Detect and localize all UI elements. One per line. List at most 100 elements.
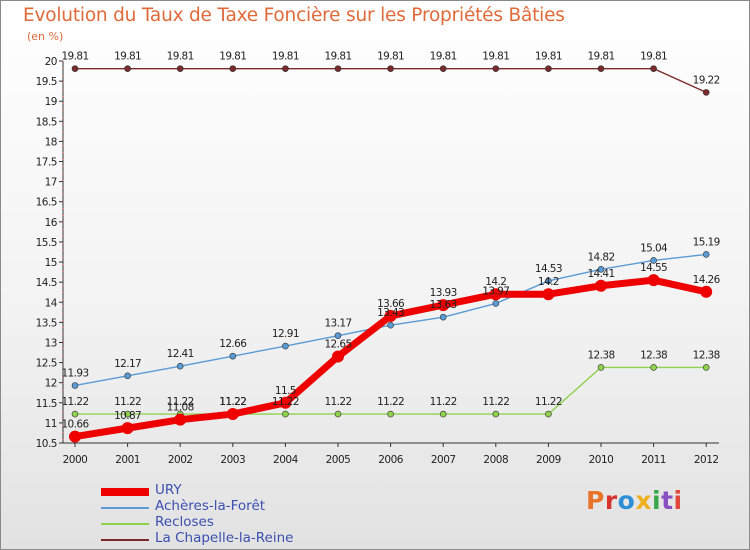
x-tick-label: 2005 [326,454,351,466]
data-label: 11.22 [535,396,562,408]
data-point [700,285,713,298]
data-point [279,396,292,409]
y-tick-label: 11.5 [36,398,57,410]
data-point [334,65,342,72]
data-label: 19.81 [61,51,88,63]
x-tick-label: 2008 [483,454,508,466]
data-label: 11.22 [61,396,88,408]
data-label: 11.08 [167,402,194,414]
data-label: 19.81 [587,51,614,63]
data-label: 13.63 [430,299,457,311]
data-point [229,352,237,360]
data-label: 11.5 [275,385,296,397]
data-point [597,265,605,273]
data-label: 13.97 [482,285,509,297]
y-tick-label: 16 [45,217,58,229]
y-tick-label: 19.5 [36,76,57,88]
data-label: 13.43 [377,307,404,319]
data-label: 19.81 [640,51,667,63]
data-label: 11.22 [114,396,141,408]
data-label: 14.2 [538,276,559,288]
data-label: 14.55 [640,262,667,274]
data-point [545,410,552,418]
y-tick-label: 17 [45,177,57,189]
data-point [650,257,657,264]
legend-swatch [101,507,149,509]
data-point [384,309,397,322]
proxiti-logo: Proxiti [586,486,683,515]
y-tick-label: 11 [45,418,57,430]
data-label: 14.2 [485,276,506,288]
data-label: 13.66 [377,298,405,310]
y-tick-label: 12.5 [36,358,57,370]
data-label: 19.81 [272,51,299,63]
x-tick-label: 2006 [378,454,404,466]
data-label: 19.81 [535,51,562,63]
data-point [542,288,555,301]
x-tick-label: 2012 [694,454,719,466]
data-point [71,410,79,418]
data-point [71,65,79,72]
x-tick-label: 2010 [589,454,614,466]
legend-label: URY [155,482,182,498]
data-label: 12.66 [219,338,247,350]
y-tick-label: 17.5 [36,157,57,169]
legend-label: Achères-la-Forêt [155,498,266,514]
data-label: 14.53 [535,263,562,275]
data-label: 11.22 [272,396,299,408]
legend-swatch [101,523,149,525]
data-label: 11.22 [482,396,509,408]
data-point [387,410,394,418]
y-tick-label: 18.5 [36,116,57,128]
data-label: 11.22 [324,396,351,408]
logo-letter: r [604,486,618,515]
data-label: 19.22 [693,74,720,86]
data-point [226,408,239,421]
data-point [332,350,344,363]
logo-letter: i [673,486,683,515]
chart-axes [62,61,719,444]
x-tick-label: 2003 [220,454,245,466]
data-point [229,65,237,72]
data-point [597,65,605,72]
data-label: 12.65 [324,339,351,351]
series-points [69,65,713,443]
data-label: 11.22 [430,396,457,408]
data-label: 12.38 [587,349,614,361]
data-label: 19.81 [324,51,351,63]
data-label: 13.17 [324,318,351,330]
data-point [334,410,342,418]
data-label: 12.17 [114,358,141,370]
data-label: 11.22 [377,396,404,408]
data-label: 11.22 [167,396,194,408]
y-tick-label: 12 [45,378,57,390]
data-point [174,413,187,426]
data-label: 15.04 [640,242,668,254]
x-tick-label: 2009 [536,454,561,466]
y-tick-label: 14 [45,297,58,309]
y-tick-label: 14.5 [36,277,57,289]
data-label: 12.38 [693,349,720,361]
data-point [282,65,289,72]
legend-label: La Chapelle-la-Reine [155,530,294,546]
data-label: 11.22 [219,396,246,408]
data-point [176,362,184,370]
data-point [71,382,79,389]
data-point [176,65,184,72]
data-label: 14.82 [587,251,614,263]
data-point [702,364,710,371]
data-point [439,313,447,321]
x-tick-label: 2001 [115,454,140,466]
y-tick-label: 15 [45,257,57,269]
data-point [545,277,552,285]
logo-letter: P [586,486,605,515]
data-point [121,422,134,435]
data-point [334,332,342,339]
x-tick-label: 2007 [431,454,456,466]
data-point [387,321,394,329]
data-label: 19.81 [219,51,246,63]
data-label: 14.41 [587,268,614,280]
y-axis-ticks: 10.5 11 11.5 12 12.5 13 13.5 14 14.5 15 15.5 16 16.5… [36,56,63,450]
